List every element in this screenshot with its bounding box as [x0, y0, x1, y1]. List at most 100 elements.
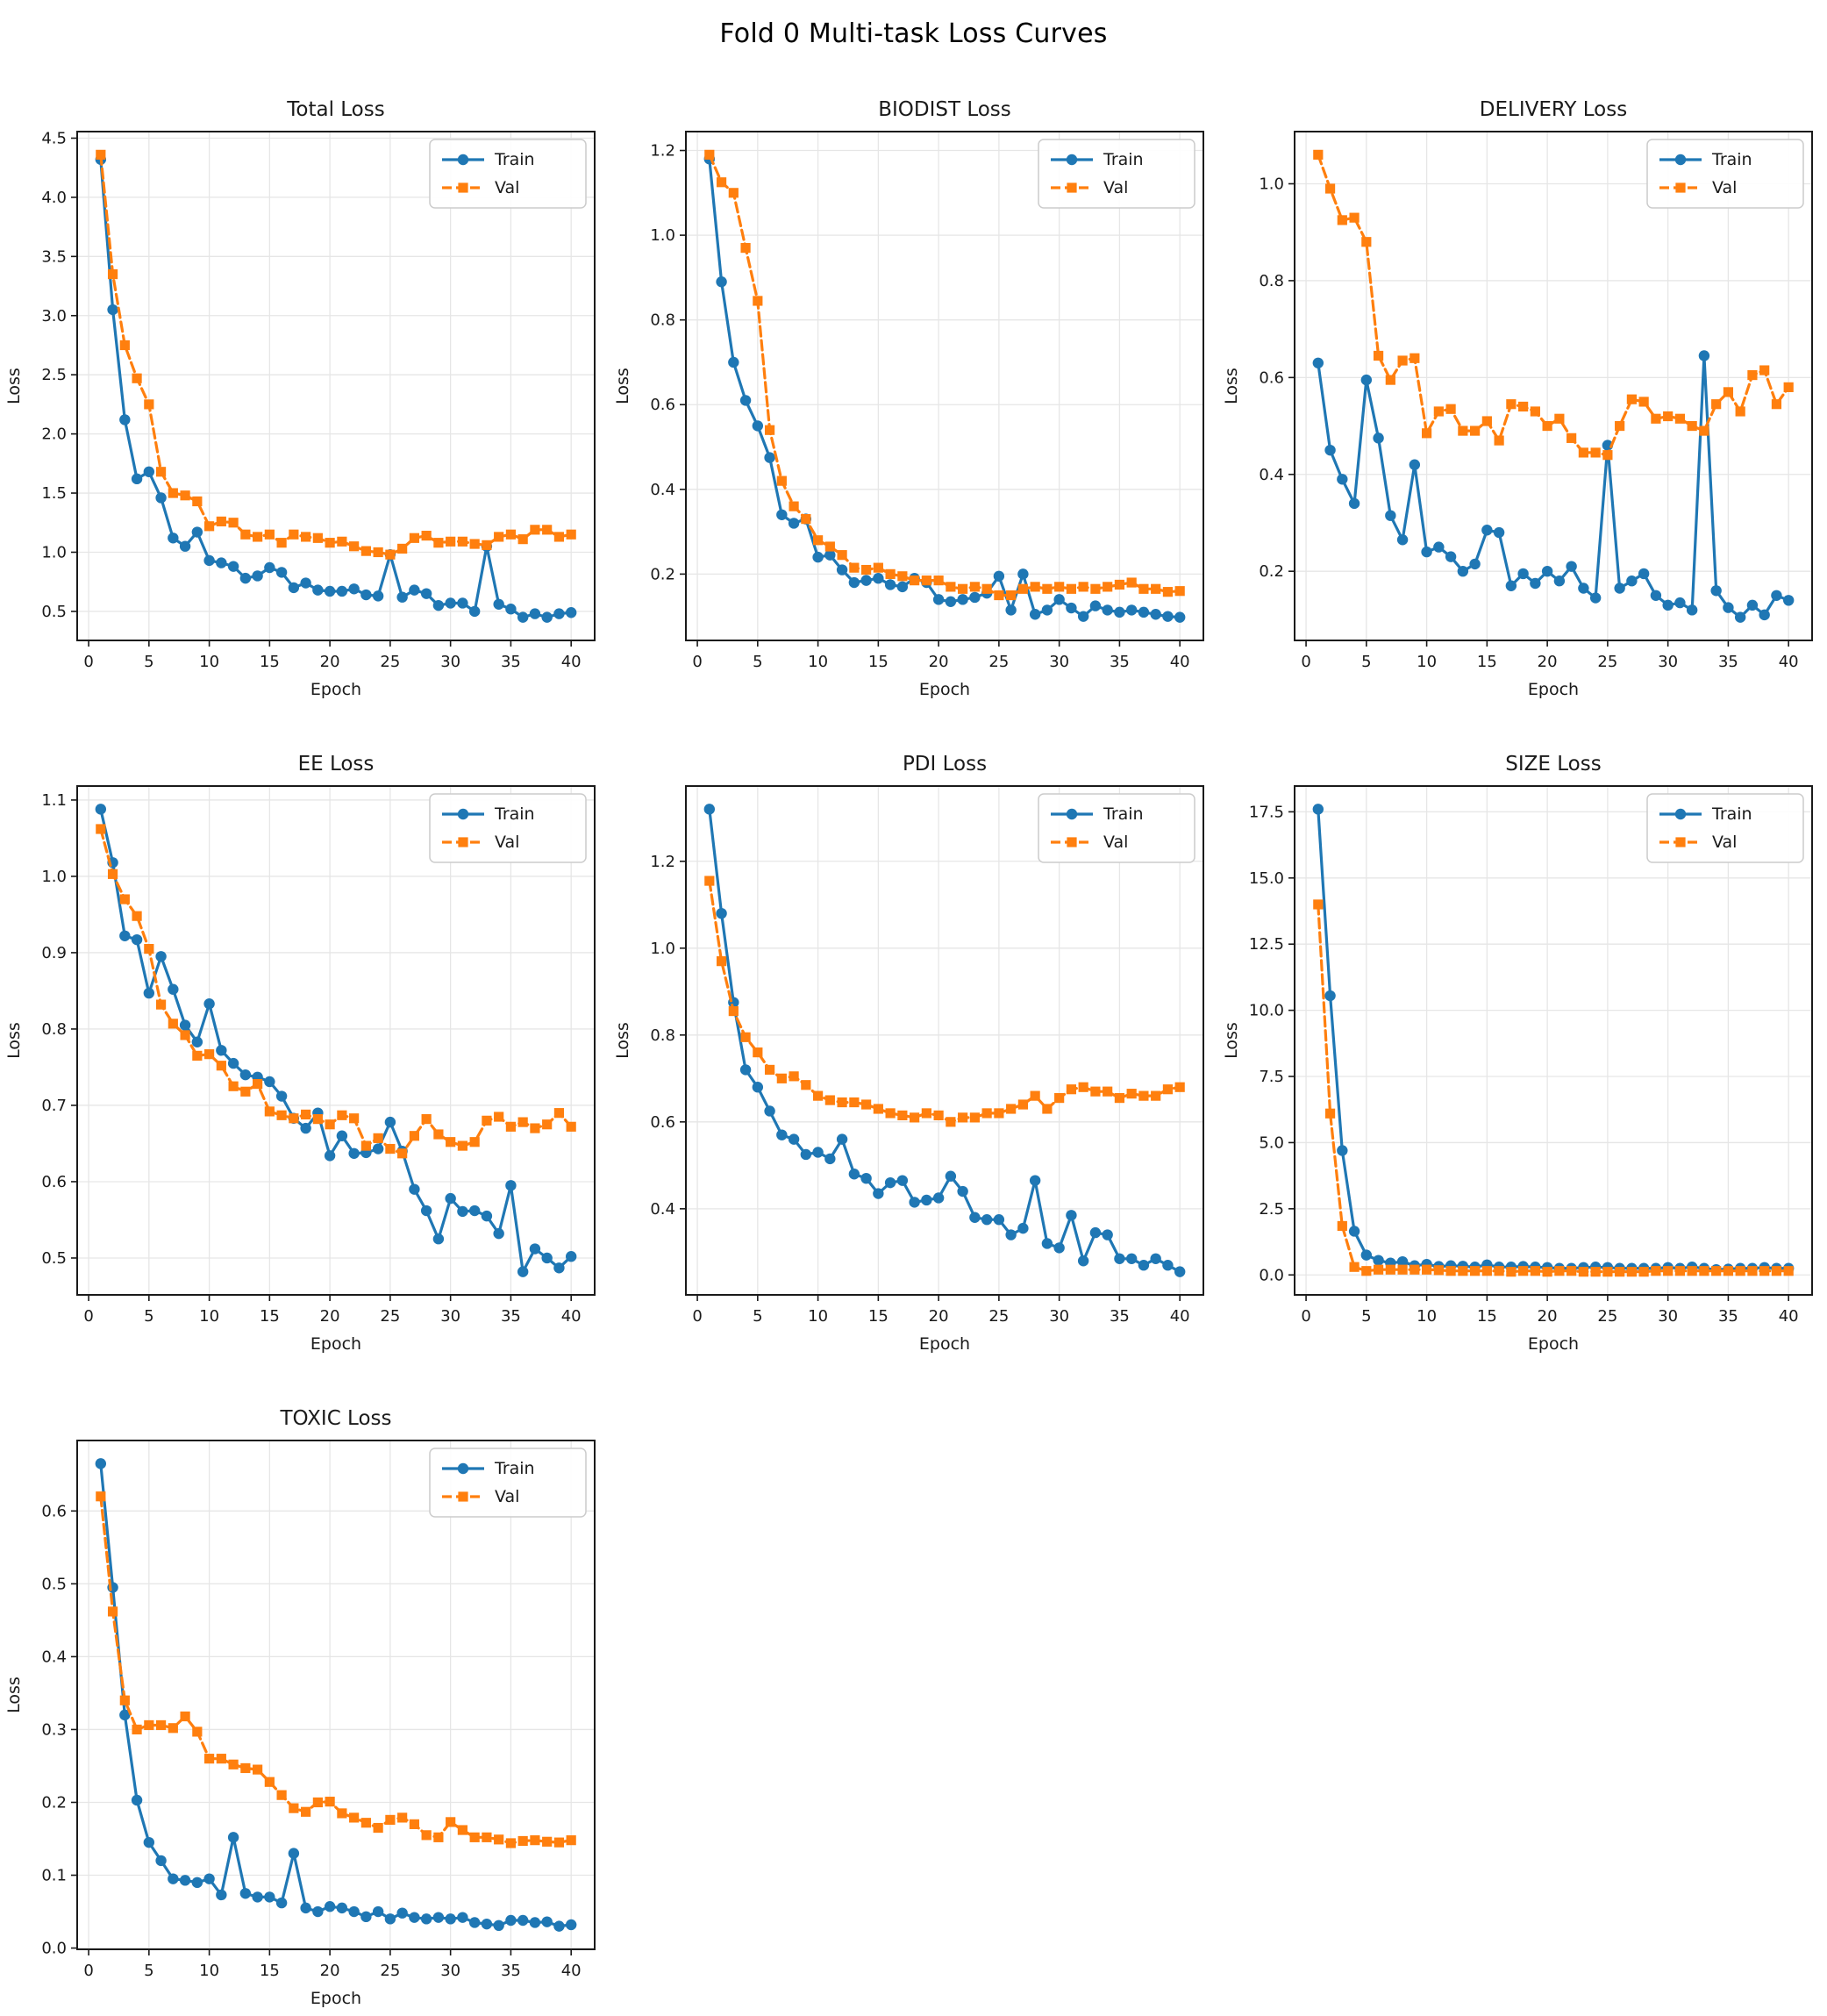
x-tick-label: 0 — [83, 1962, 93, 1980]
val-marker — [1361, 237, 1372, 247]
train-marker — [203, 998, 215, 1010]
val-marker — [446, 1137, 456, 1147]
val-line — [99, 153, 573, 556]
val-marker — [542, 1836, 553, 1847]
val-marker — [240, 529, 251, 540]
val-marker — [1042, 583, 1053, 594]
val-marker — [469, 1137, 480, 1147]
val-marker — [216, 516, 226, 527]
train-marker — [493, 1227, 504, 1240]
val-marker — [289, 1803, 299, 1813]
val-marker — [1410, 1264, 1420, 1275]
val-line — [99, 827, 573, 1155]
empty-cell — [1217, 1358, 1826, 2012]
val-marker — [910, 575, 920, 586]
val-marker — [1174, 1082, 1185, 1092]
val-marker — [1054, 1092, 1065, 1104]
y-tick-label: 1.2 — [650, 142, 675, 161]
chart-total-loss: 0 5 10 15 20 25 30 35 40 0.5 1.0 1.5 2.0 2.5 3.0 3.5 4.0… — [0, 49, 609, 704]
val-marker — [530, 1123, 540, 1133]
y-tick-label: 1.0 — [650, 226, 675, 245]
val-marker — [1771, 1266, 1782, 1276]
val-marker — [349, 541, 360, 552]
val-marker — [1626, 394, 1637, 404]
x-axis-label: Epoch — [310, 680, 361, 699]
subplot-svg: 0 5 10 15 20 25 30 35 40 0.2 0.4 0.6 0.8 1.0 1.2 BIODIS… — [613, 98, 1204, 699]
val-marker — [349, 1812, 360, 1823]
val-marker — [1337, 1220, 1347, 1232]
val-marker — [1006, 1104, 1017, 1114]
val-marker — [360, 1818, 371, 1828]
val-marker — [1554, 1266, 1565, 1276]
train-marker — [1066, 602, 1077, 614]
train-marker — [432, 1912, 445, 1923]
train-marker — [716, 907, 727, 919]
train-marker — [1348, 497, 1360, 510]
val-marker — [397, 1148, 408, 1159]
val-marker — [168, 488, 178, 498]
val-marker — [861, 1099, 872, 1110]
legend-box — [1646, 793, 1804, 863]
val-marker — [566, 1835, 576, 1846]
train-marker — [957, 594, 968, 605]
train-line — [708, 807, 1181, 1274]
val-marker — [885, 568, 896, 579]
train-marker — [1493, 526, 1505, 539]
train-marker — [1541, 565, 1553, 577]
train-marker — [300, 1902, 311, 1914]
val-marker — [1313, 899, 1324, 910]
train-marker — [1457, 565, 1469, 577]
y-axis-label: Loss — [613, 1022, 632, 1059]
train-marker — [1614, 583, 1625, 594]
val-marker — [505, 1121, 517, 1132]
x-axis-label: Epoch — [310, 1334, 361, 1354]
train-marker — [420, 1205, 432, 1217]
train-marker — [336, 1902, 348, 1914]
train-marker — [348, 1905, 360, 1918]
train-marker — [788, 1133, 800, 1145]
train-marker — [1759, 609, 1770, 621]
y-tick-label: 0.0 — [41, 1940, 67, 1958]
legend-marker — [457, 154, 469, 166]
val-marker — [289, 529, 299, 540]
subplot-svg: 0 5 10 15 20 25 30 35 40 0.0 0.1 0.2 0.3 0.4 0.5 0.6 TOX… — [4, 1407, 596, 2008]
val-marker — [1174, 586, 1185, 597]
val-marker — [728, 188, 739, 198]
val-marker — [1421, 428, 1432, 439]
val-marker — [325, 538, 335, 548]
x-tick-label: 20 — [929, 653, 949, 671]
train-marker — [143, 987, 155, 999]
val-marker — [132, 911, 142, 921]
train-marker — [957, 1185, 968, 1197]
val-marker — [517, 1835, 528, 1847]
chart-ee-loss: 0 5 10 15 20 25 30 35 40 0.5 0.6 0.7 0.8 0.9 1.0 1.1 EE … — [0, 704, 609, 1358]
val-marker — [958, 1112, 968, 1123]
val-marker — [505, 1838, 517, 1848]
val-marker — [1470, 1266, 1481, 1276]
val-line — [99, 1495, 573, 1845]
y-axis-label: Loss — [1222, 1022, 1241, 1059]
val-marker — [1349, 212, 1360, 223]
legend-marker — [457, 808, 469, 820]
train-marker — [1066, 1210, 1077, 1221]
y-tick-label: 0.1 — [41, 1867, 67, 1885]
x-tick-label: 35 — [501, 1962, 521, 1980]
val-marker — [505, 529, 517, 540]
train-marker — [1396, 1255, 1409, 1268]
legend-box — [429, 1448, 587, 1518]
val-marker — [1663, 1266, 1674, 1276]
train-marker — [1589, 592, 1602, 604]
train-marker — [143, 1836, 155, 1848]
y-tick-label: 1.0 — [1259, 175, 1284, 193]
y-tick-label: 1.0 — [41, 543, 67, 561]
x-tick-label: 5 — [1361, 1307, 1371, 1326]
train-marker — [1566, 561, 1577, 572]
val-marker — [228, 518, 239, 528]
val-marker — [933, 1110, 944, 1121]
val-marker — [1103, 1086, 1113, 1097]
train-marker — [565, 607, 577, 618]
x-tick-label: 40 — [1779, 653, 1799, 671]
y-tick-label: 0.4 — [1259, 466, 1284, 484]
val-marker — [216, 1061, 226, 1071]
val-marker — [1481, 1266, 1492, 1276]
